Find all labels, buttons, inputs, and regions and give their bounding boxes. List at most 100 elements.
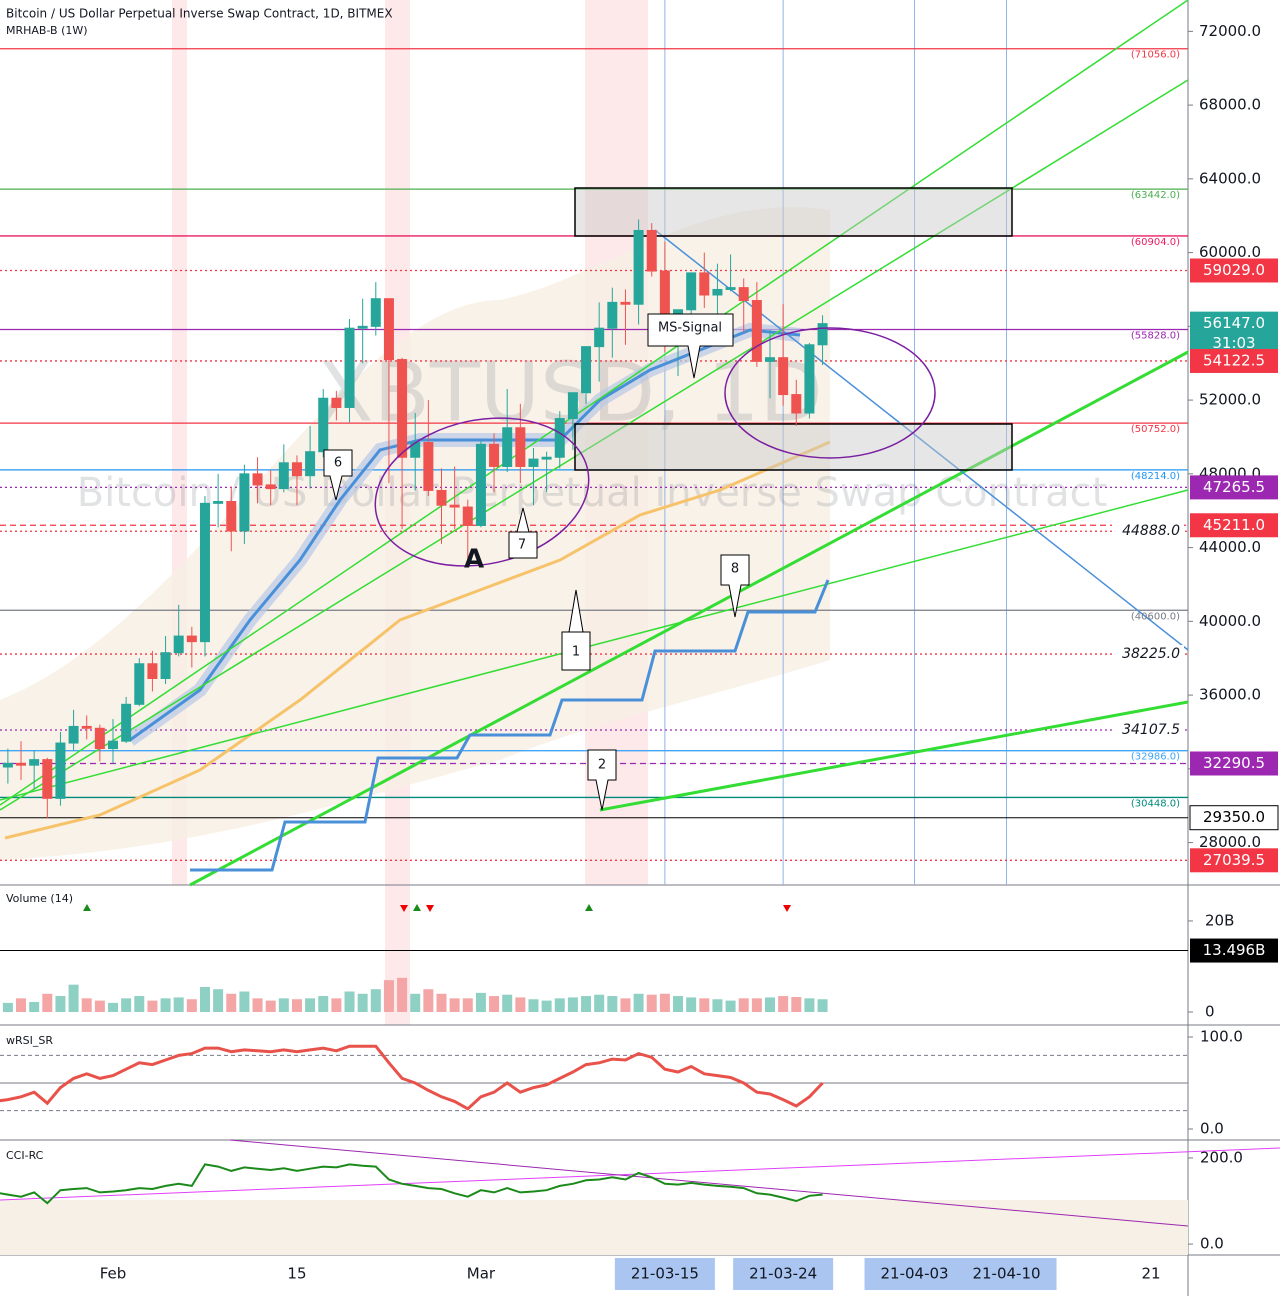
y-tick-label: 0: [1205, 1002, 1215, 1020]
volume-bar: [751, 998, 762, 1012]
y-tick-label: 64000.0: [1199, 169, 1261, 187]
volume-bar: [147, 1000, 158, 1012]
volume-bar: [186, 999, 197, 1012]
candle-body: [199, 502, 210, 643]
cci-band: [0, 1200, 1188, 1255]
candle-body: [475, 443, 486, 526]
level-label: (48214.0): [1131, 471, 1180, 482]
candle-body: [699, 272, 710, 296]
level-badge: [1190, 848, 1278, 873]
volume-bar: [567, 997, 578, 1012]
volume-bar: [265, 1000, 276, 1012]
candle-body: [804, 344, 815, 414]
volume-bar: [423, 989, 434, 1012]
volume-bar: [2, 1002, 13, 1012]
trendline: [0, 79, 1189, 811]
volume-bar: [160, 998, 171, 1012]
volume-bar: [278, 998, 289, 1012]
level-label: (55828.0): [1131, 331, 1180, 342]
date-label: 21-04-10: [972, 1265, 1040, 1283]
volume-bar: [239, 991, 250, 1012]
callout: [561, 589, 591, 671]
zone-box: [574, 423, 1013, 471]
candle-body: [278, 462, 289, 490]
level-label-bg: [1112, 522, 1184, 541]
volume-bar: [397, 977, 408, 1012]
date-label: 21-03-15: [631, 1265, 699, 1283]
callout-text: 6: [334, 456, 342, 471]
level-label-bg: [1112, 645, 1184, 664]
y-tick-label: 0.0: [1200, 1235, 1224, 1253]
date-label: 21-03-24: [749, 1265, 817, 1283]
candle-body: [554, 418, 565, 458]
candle-body: [108, 740, 118, 750]
markers: [83, 904, 791, 912]
volume-bar: [108, 1002, 118, 1012]
volume-bar: [659, 993, 670, 1012]
volume-bar: [318, 996, 329, 1012]
volume-badge-label: 13.496B: [1203, 941, 1266, 959]
level-badge-label: 47265.5: [1203, 478, 1265, 496]
level-label-bg: [1112, 720, 1184, 739]
candle-body: [397, 359, 408, 458]
volume-bar: [449, 998, 460, 1012]
candle-body: [383, 298, 394, 361]
pane-title: wRSI_SR: [6, 1034, 53, 1047]
y-tick-label: 52000.0: [1199, 391, 1261, 409]
candle-body: [42, 759, 53, 799]
callout-text: 8: [731, 562, 739, 577]
candle-body: [594, 327, 605, 348]
callout-text: 7: [518, 538, 526, 553]
candle-body: [239, 473, 250, 532]
y-tick-label: 20B: [1205, 911, 1234, 929]
candle-body: [265, 484, 276, 490]
candle-body: [252, 473, 263, 486]
volume-bar: [344, 991, 355, 1012]
candle-body: [738, 287, 749, 302]
candle-body: [81, 725, 92, 729]
candle-body: [305, 451, 316, 477]
date-highlight: [614, 1258, 715, 1290]
candle-body: [581, 346, 592, 394]
y-tick-label: 200.0: [1200, 1148, 1243, 1166]
candle-body: [436, 489, 447, 506]
callout-text: 1: [572, 645, 580, 660]
x-tick-label: 21: [1142, 1265, 1161, 1283]
zone-box: [574, 187, 1013, 237]
volume-bar: [252, 998, 263, 1012]
level-badge: [1189, 805, 1279, 831]
x-tick-label: 15: [287, 1265, 306, 1283]
chart-title: Bitcoin / US Dollar Perpetual Inverse Sw…: [6, 7, 393, 21]
level-badge: [1190, 751, 1278, 776]
candle-body: [528, 458, 539, 467]
volume-bar: [94, 1000, 105, 1012]
level-label: 34107.5: [1122, 722, 1180, 738]
volume-bar: [673, 996, 684, 1012]
volume-bar: [791, 996, 802, 1012]
envelope: [0, 207, 830, 860]
candle-body: [55, 742, 66, 799]
ma-line: [4, 440, 831, 840]
trendline: [599, 700, 1189, 812]
candle-body: [173, 635, 184, 654]
candle-body: [541, 456, 552, 460]
volume-bar: [725, 1000, 736, 1012]
level-badge-label: 29350.0: [1203, 808, 1265, 826]
volume-bar: [712, 999, 723, 1012]
volume-bar: [121, 998, 132, 1012]
volume-bar: [475, 992, 486, 1012]
volume-bar: [410, 993, 421, 1012]
volume-bar: [134, 996, 145, 1012]
date-highlight: [864, 1258, 965, 1290]
chart-subtitle: MRHAB-B (1W): [6, 24, 88, 37]
candle-body: [778, 357, 789, 396]
level-badge-label: 59029.0: [1203, 261, 1265, 279]
y-tick-label: 44000.0: [1199, 538, 1261, 556]
pane-title: CCI-RC: [6, 1149, 44, 1162]
volume-bar: [436, 993, 447, 1012]
level-badge: [1190, 513, 1278, 538]
candle-body: [607, 301, 618, 329]
volume-bar: [199, 986, 210, 1012]
volume-bar: [502, 994, 513, 1012]
candle-body: [462, 506, 473, 526]
